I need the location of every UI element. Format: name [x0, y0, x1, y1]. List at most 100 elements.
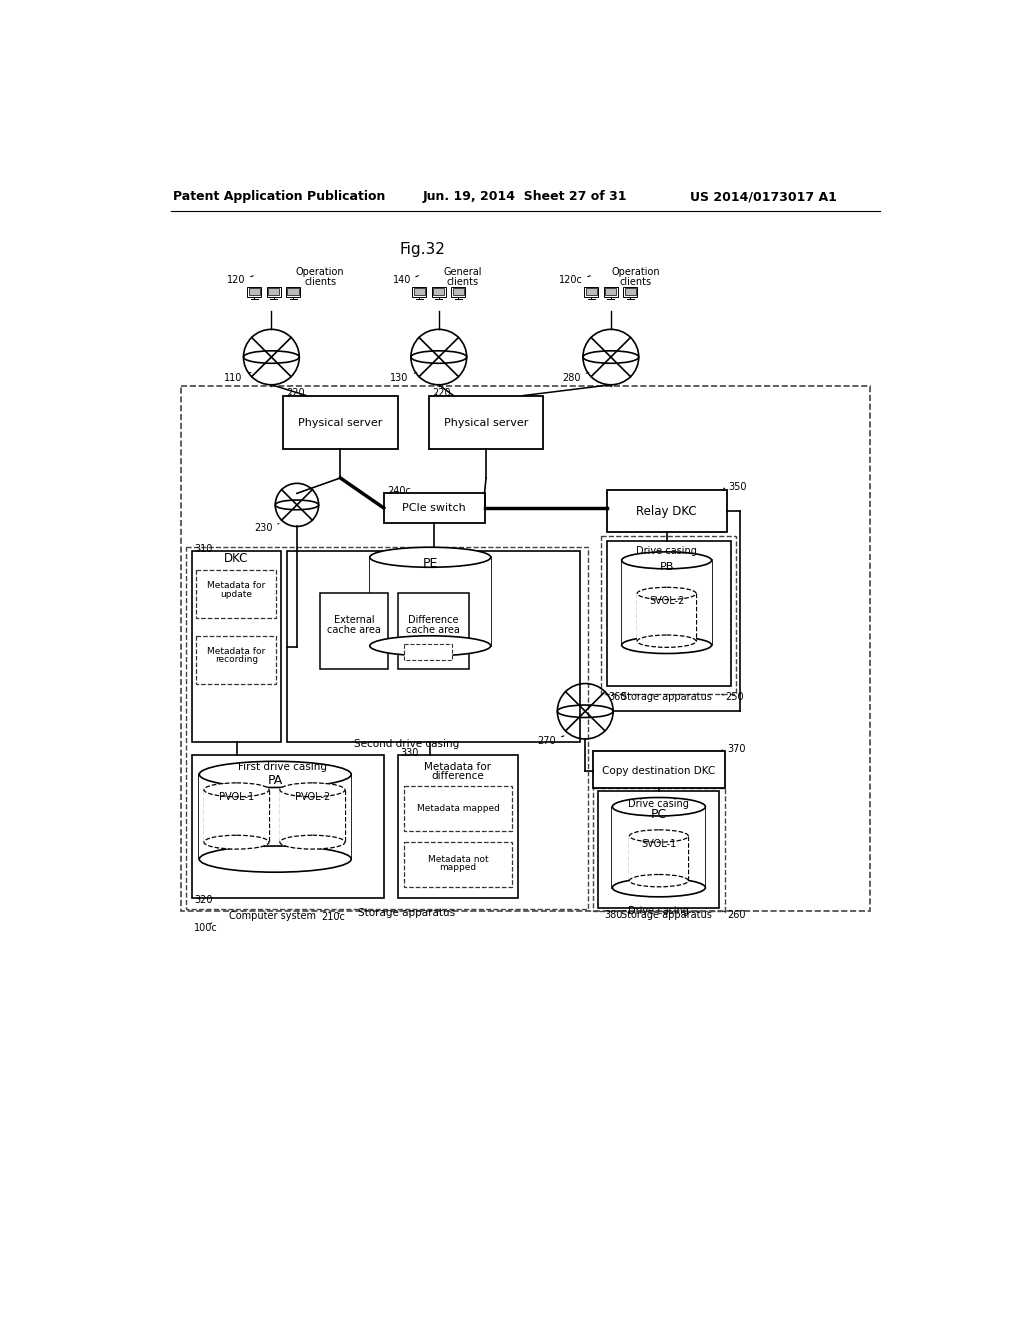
Ellipse shape — [370, 548, 490, 568]
Bar — [585, 286, 598, 297]
Ellipse shape — [612, 878, 706, 896]
Text: Physical server: Physical server — [443, 417, 528, 428]
Text: Storage apparatus: Storage apparatus — [358, 908, 456, 917]
Bar — [452, 286, 465, 297]
Ellipse shape — [200, 762, 351, 788]
Bar — [624, 286, 637, 297]
Bar — [283, 396, 397, 449]
Text: 120c: 120c — [559, 275, 583, 285]
Text: clients: clients — [304, 277, 336, 286]
Text: Difference: Difference — [409, 615, 459, 626]
Bar — [197, 636, 276, 684]
Text: US 2014/0173017 A1: US 2014/0173017 A1 — [690, 190, 837, 203]
Ellipse shape — [280, 783, 345, 797]
Text: 220: 220 — [432, 388, 451, 399]
Bar — [414, 288, 425, 294]
Bar — [321, 594, 388, 669]
Text: PVOL-2: PVOL-2 — [295, 792, 330, 803]
Bar — [593, 788, 725, 911]
Text: Jun. 19, 2014  Sheet 27 of 31: Jun. 19, 2014 Sheet 27 of 31 — [423, 190, 627, 203]
Text: Physical server: Physical server — [298, 417, 383, 428]
Text: Fig.32: Fig.32 — [399, 242, 445, 257]
Text: 250: 250 — [725, 693, 743, 702]
Text: First drive casing: First drive casing — [239, 762, 328, 772]
Text: 110: 110 — [224, 372, 243, 383]
Ellipse shape — [204, 836, 269, 849]
Text: clients: clients — [446, 277, 479, 286]
Text: 100c: 100c — [194, 924, 217, 933]
Bar — [612, 807, 706, 887]
Text: PC: PC — [650, 808, 667, 821]
Text: 240c: 240c — [387, 486, 411, 496]
Ellipse shape — [630, 830, 688, 842]
Text: 130: 130 — [390, 372, 409, 383]
Text: recording: recording — [215, 655, 258, 664]
Text: 320: 320 — [195, 895, 213, 906]
Bar — [397, 755, 518, 898]
Text: Metadata for: Metadata for — [208, 581, 265, 590]
Bar — [286, 286, 300, 297]
Text: mapped: mapped — [439, 863, 477, 873]
Bar — [413, 286, 426, 297]
Bar — [280, 789, 345, 842]
Bar — [432, 286, 445, 297]
Text: PB: PB — [659, 562, 674, 573]
Bar — [287, 552, 580, 742]
Text: Metadata for: Metadata for — [208, 647, 265, 656]
Bar — [180, 387, 870, 911]
Text: Patent Application Publication: Patent Application Publication — [173, 190, 385, 203]
Text: Storage apparatus: Storage apparatus — [622, 693, 712, 702]
Text: Metadata mapped: Metadata mapped — [417, 804, 500, 813]
Bar — [607, 490, 727, 532]
Bar — [403, 842, 512, 887]
Ellipse shape — [637, 587, 696, 599]
Bar — [586, 288, 597, 294]
Text: PE: PE — [423, 557, 438, 570]
Bar — [622, 560, 712, 645]
Bar — [288, 288, 299, 294]
Text: Relay DKC: Relay DKC — [636, 504, 697, 517]
Text: 310: 310 — [195, 544, 213, 554]
Bar — [433, 288, 444, 294]
Text: External: External — [334, 615, 375, 626]
Text: difference: difference — [431, 771, 483, 781]
Text: update: update — [220, 590, 253, 599]
Text: SVOL-1: SVOL-1 — [641, 838, 677, 849]
Bar — [370, 557, 490, 645]
Bar — [397, 594, 469, 669]
Text: SVOL-2: SVOL-2 — [649, 597, 684, 606]
Bar — [403, 644, 452, 660]
Text: Metadata not: Metadata not — [428, 854, 488, 863]
Text: 210c: 210c — [322, 912, 345, 921]
Text: Metadata for: Metadata for — [424, 762, 490, 772]
Bar — [605, 288, 616, 294]
Text: 280: 280 — [562, 372, 581, 383]
Ellipse shape — [622, 636, 712, 653]
Ellipse shape — [637, 635, 696, 647]
Text: Second drive casing: Second drive casing — [354, 739, 460, 748]
Text: DKC: DKC — [224, 552, 249, 565]
Bar — [266, 286, 281, 297]
Ellipse shape — [370, 636, 490, 656]
Bar — [186, 548, 588, 909]
Bar — [204, 789, 269, 842]
Text: Drive casing: Drive casing — [629, 907, 689, 916]
Text: cache area: cache area — [407, 624, 460, 635]
Text: 260: 260 — [727, 909, 745, 920]
Bar — [429, 396, 544, 449]
Bar — [604, 286, 617, 297]
Bar — [453, 288, 464, 294]
Bar — [249, 288, 260, 294]
Text: 220: 220 — [286, 388, 305, 399]
Bar — [593, 751, 725, 788]
Text: clients: clients — [620, 277, 651, 286]
Text: Storage apparatus: Storage apparatus — [622, 909, 712, 920]
Bar — [197, 570, 276, 618]
Text: PA: PA — [267, 774, 283, 787]
Bar — [191, 755, 384, 898]
Text: Drive casing: Drive casing — [636, 546, 697, 556]
Text: 350: 350 — [729, 482, 748, 492]
Ellipse shape — [612, 797, 706, 816]
Text: 140: 140 — [392, 275, 411, 285]
Bar — [598, 792, 719, 908]
